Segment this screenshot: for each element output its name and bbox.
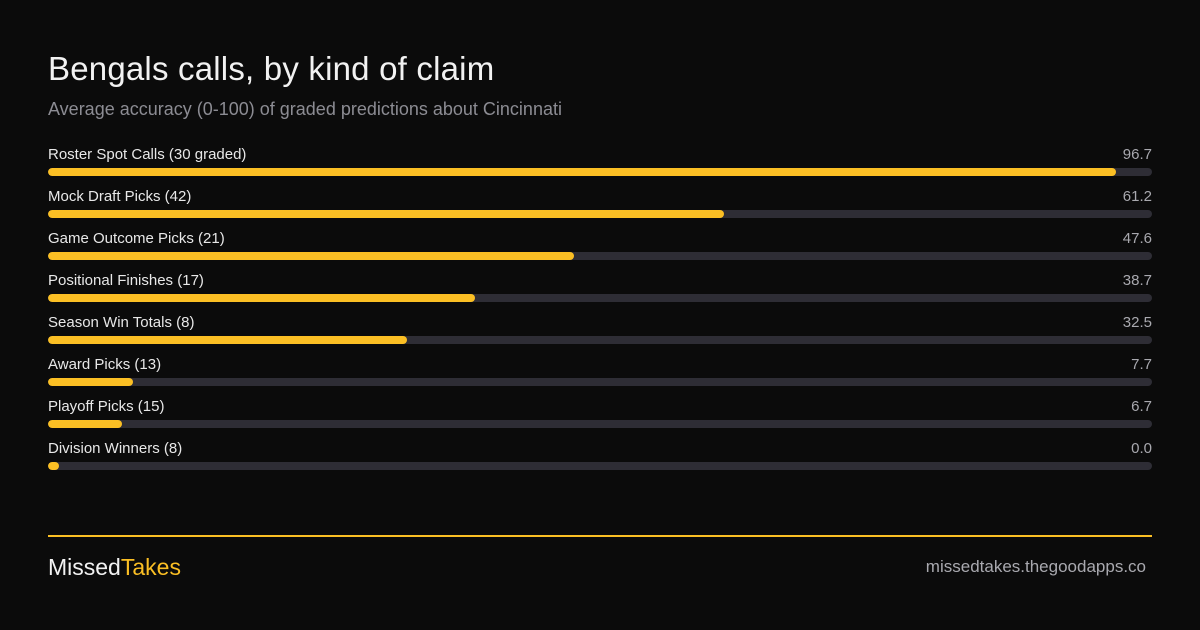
bar — [48, 378, 133, 386]
bar — [48, 336, 407, 344]
bar — [48, 462, 59, 470]
bar-value-label: 47.6 — [1122, 230, 1152, 247]
bar-row: Season Win Totals (8) 32.5 — [48, 312, 1152, 354]
bar-value-label: 0.0 — [1131, 440, 1152, 457]
brand-logo: MissedTakes — [48, 554, 181, 581]
site-url: missedtakes.thegoodapps.co — [925, 557, 1146, 576]
bar-label: Mock Draft Picks (42) — [48, 188, 192, 205]
bar-row: Positional Finishes (17) 38.7 — [48, 270, 1152, 312]
bar-value-label: 7.7 — [1131, 356, 1152, 373]
bar — [48, 294, 476, 302]
bar-track — [48, 252, 1152, 260]
bar-label: Positional Finishes (17) — [48, 272, 204, 289]
bar-label: Division Winners (8) — [48, 440, 183, 457]
bar-track — [48, 462, 1152, 470]
bar-track — [48, 294, 1152, 302]
bar-label: Season Win Totals (8) — [48, 314, 195, 331]
bar-row: Roster Spot Calls (30 graded) 96.7 — [48, 144, 1152, 186]
chart-title: Bengals calls, by kind of claim — [48, 50, 495, 87]
bar-value-label: 96.7 — [1122, 146, 1152, 163]
bar-label: Roster Spot Calls (30 graded) — [48, 146, 247, 163]
bar-track — [48, 168, 1152, 176]
brand-name-missed: Missed — [48, 554, 121, 580]
bar-track — [48, 210, 1152, 218]
bar-row: Award Picks (13) 7.7 — [48, 354, 1152, 396]
bar-chart: Roster Spot Calls (30 graded) 96.7 Mock Dr… — [48, 144, 1152, 480]
bar-row: Mock Draft Picks (42) 61.2 — [48, 186, 1152, 228]
bar-value-label: 6.7 — [1131, 398, 1152, 415]
bar-value-label: 38.7 — [1122, 272, 1152, 289]
footer-divider — [48, 535, 1152, 537]
bar-row: Game Outcome Picks (21) 47.6 — [48, 228, 1152, 270]
bar-value-label: 61.2 — [1122, 188, 1152, 205]
bar-label: Game Outcome Picks (21) — [48, 230, 225, 247]
bar-label: Playoff Picks (15) — [48, 398, 165, 415]
bar-row: Playoff Picks (15) 6.7 — [48, 396, 1152, 438]
brand-name-takes: Takes — [120, 554, 181, 580]
chart-subtitle: Average accuracy (0-100) of graded predi… — [48, 99, 562, 119]
bar-track — [48, 378, 1152, 386]
bar-label: Award Picks (13) — [48, 356, 162, 373]
bar-track — [48, 336, 1152, 344]
bar — [48, 420, 122, 428]
bar-track — [48, 420, 1152, 428]
bar-row: Division Winners (8) 0.0 — [48, 438, 1152, 480]
bar — [48, 168, 1116, 176]
bar-value-label: 32.5 — [1122, 314, 1152, 331]
bar — [48, 252, 574, 260]
bar — [48, 210, 724, 218]
